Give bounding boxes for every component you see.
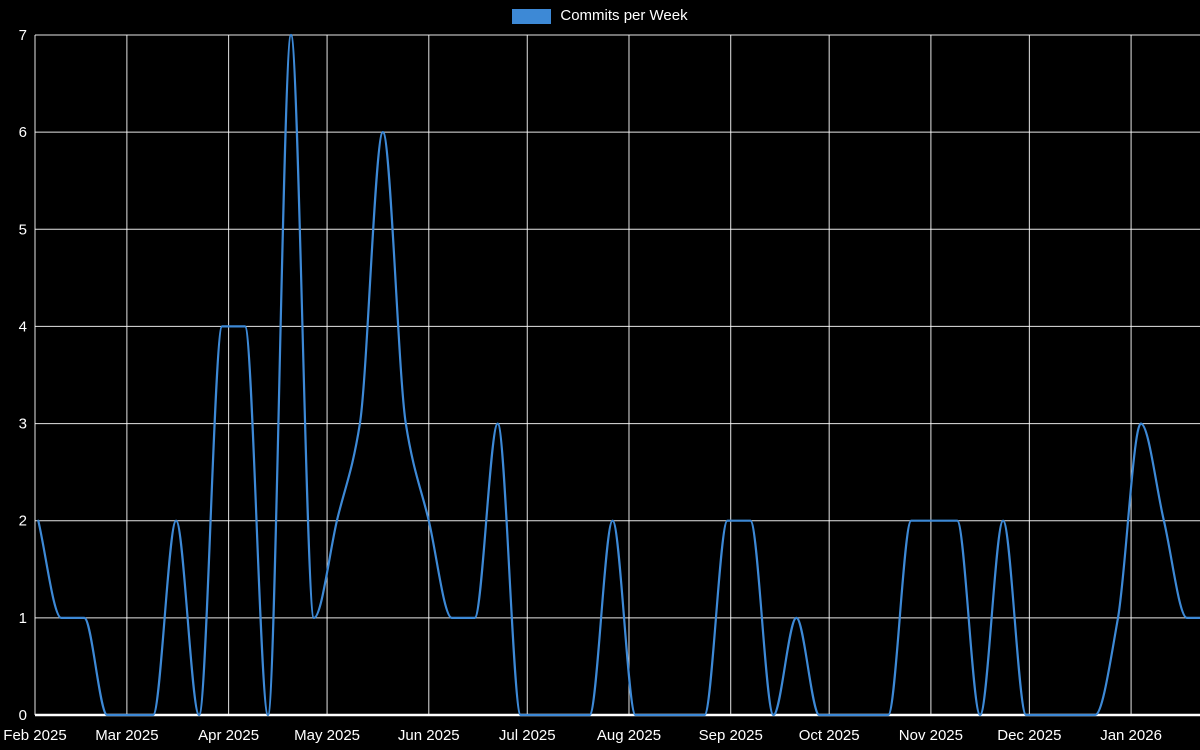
y-tick-label: 7 [19, 27, 27, 44]
legend-item-commits-per-week[interactable]: Commits per Week [512, 7, 688, 24]
x-tick-label: Nov 2025 [899, 727, 963, 744]
x-tick-label: Feb 2025 [3, 727, 66, 744]
x-tick-label: Aug 2025 [597, 727, 661, 744]
y-tick-label: 4 [19, 318, 27, 335]
x-tick-label: Jul 2025 [499, 727, 556, 744]
x-tick-label: Dec 2025 [997, 727, 1061, 744]
y-tick-label: 2 [19, 513, 27, 530]
legend-swatch [512, 8, 552, 24]
y-tick-label: 5 [19, 221, 27, 238]
y-tick-label: 6 [19, 124, 27, 141]
y-tick-label: 1 [19, 610, 27, 627]
legend-label: Commits per Week [560, 7, 688, 24]
x-tick-label: Oct 2025 [799, 727, 860, 744]
chart-legend: Commits per Week [0, 8, 1200, 24]
x-tick-label: Sep 2025 [699, 727, 763, 744]
y-tick-label: 0 [19, 707, 27, 724]
y-tick-label: 3 [19, 416, 27, 433]
series-line-commits-per-week [37, 33, 1200, 717]
x-tick-label: Apr 2025 [198, 727, 259, 744]
x-tick-label: Jan 2026 [1100, 727, 1162, 744]
x-tick-label: May 2025 [294, 727, 360, 744]
x-tick-label: Mar 2025 [95, 727, 158, 744]
x-tick-label: Jun 2025 [398, 727, 460, 744]
